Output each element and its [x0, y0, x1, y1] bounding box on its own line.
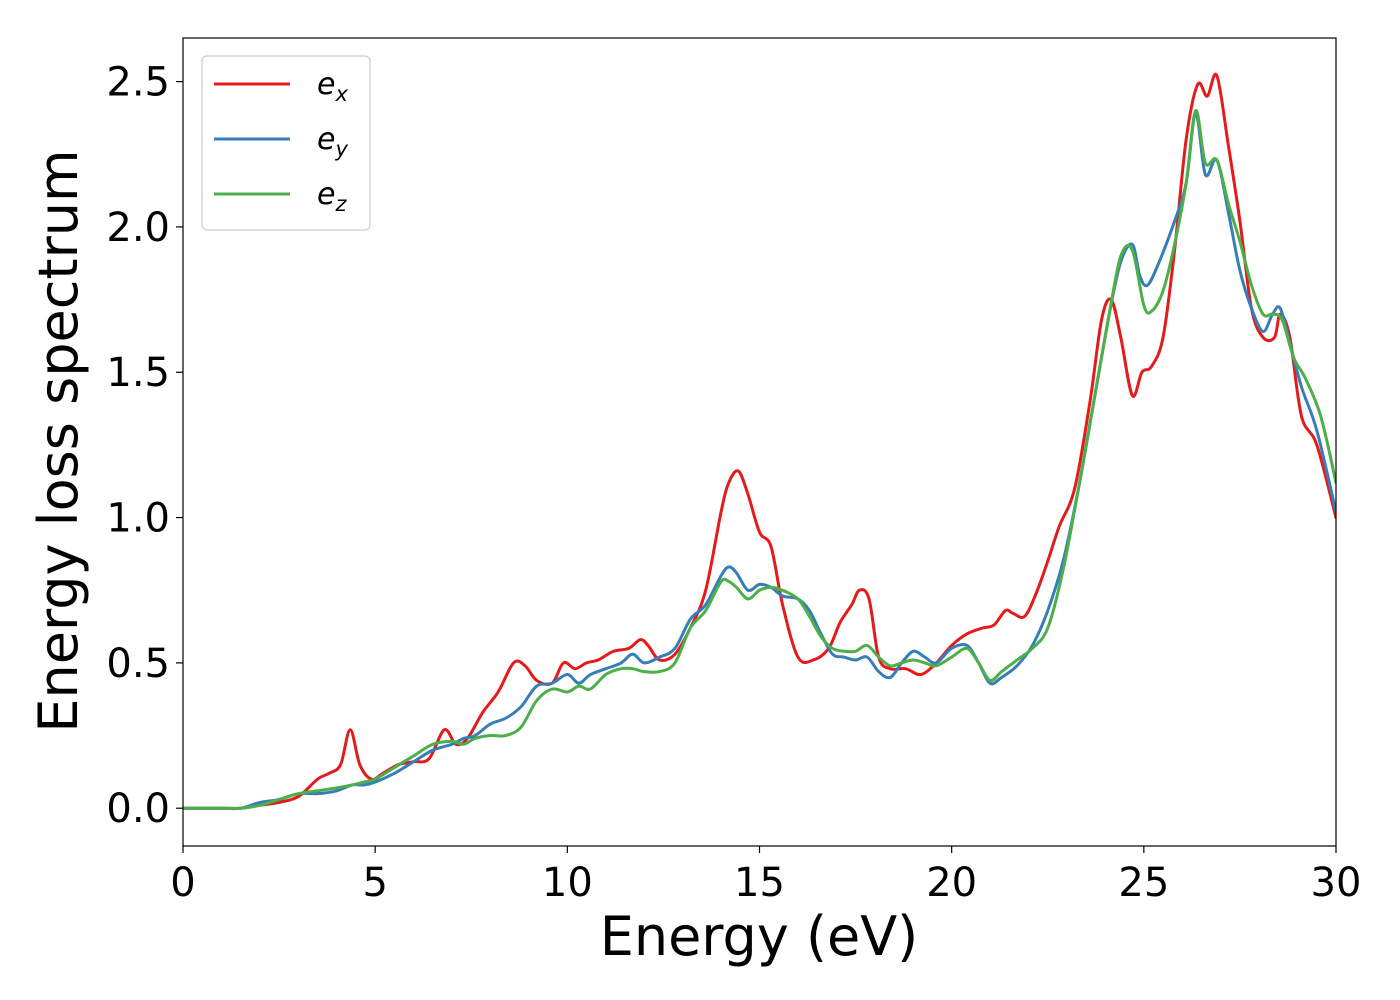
x-tick-label: 30	[1311, 860, 1362, 906]
plot-background	[183, 38, 1336, 846]
legend-label-x: ex	[317, 67, 348, 106]
legend-box	[201, 55, 371, 231]
y-tick-label: 1.0	[106, 496, 170, 542]
x-tick-label: 15	[734, 860, 785, 906]
x-axis-title: Energy (eV)	[600, 905, 919, 968]
y-tick-label: 0.0	[106, 786, 170, 832]
x-tick-label: 25	[1118, 860, 1169, 906]
x-tick-label: 0	[170, 860, 195, 906]
plot-area	[183, 38, 1336, 846]
legend-label-y: ey	[317, 122, 348, 161]
legend: ex ey ez	[201, 55, 371, 231]
x-tick-label: 5	[362, 860, 387, 906]
series-layer	[183, 72, 1336, 811]
series-line-z	[183, 109, 1336, 810]
axes-layer: 0 5 10 15 20 25 30 0.0 0.5 1.0 1.5 2.0 2.5	[106, 37, 1362, 906]
y-tick-label: 0.5	[106, 641, 170, 687]
legend-label-z: ez	[317, 177, 347, 216]
x-tick-label: 10	[542, 860, 593, 906]
y-tick-label: 1.5	[106, 350, 170, 396]
y-axis-title: Energy loss spectrum	[27, 149, 90, 732]
y-tick-label: 2.0	[106, 205, 170, 251]
series-line-x	[183, 72, 1336, 810]
y-tick-label: 2.5	[106, 60, 170, 106]
x-tick-label: 20	[926, 860, 977, 906]
